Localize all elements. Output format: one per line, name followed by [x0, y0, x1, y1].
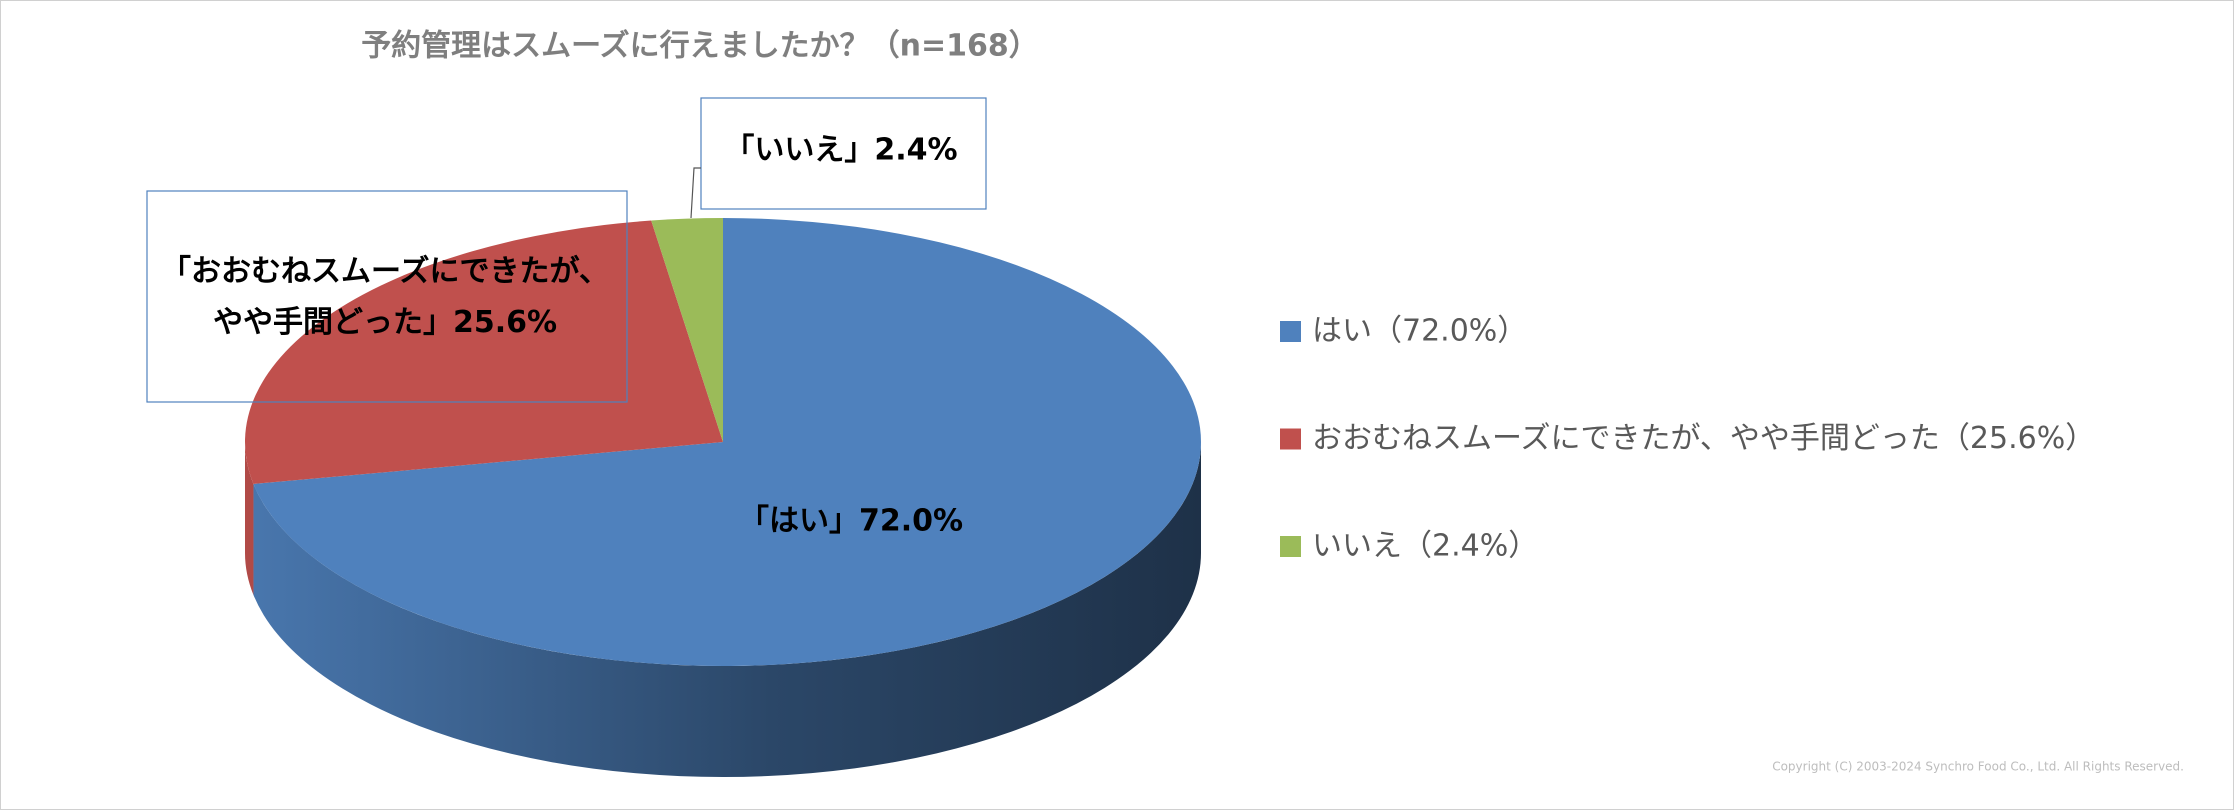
- slice: [245, 220, 723, 484]
- data-label: 「はい」72.0%: [739, 504, 963, 539]
- legend-swatch: [1280, 536, 1301, 557]
- data-label: 「おおむねスムーズにできたが、やや手間どった」25.6%: [161, 254, 609, 340]
- label-box: [700, 97, 987, 210]
- legend-label: おおむねスムーズにできたが、やや手間どった（25.6%）: [1312, 421, 2095, 456]
- leader-line: [690, 167, 701, 219]
- legend-label: はい（72.0%）: [1312, 314, 1527, 349]
- slice: [651, 218, 723, 442]
- legend-label: いいえ（2.4%）: [1312, 529, 1538, 564]
- slice-side: [253, 442, 1202, 777]
- slice: [253, 218, 1202, 667]
- label-box: [146, 190, 628, 403]
- slice-side: [245, 442, 254, 595]
- copyright: Copyright (C) 2003-2024 Synchro Food Co.…: [1772, 760, 2184, 774]
- chart-title: 予約管理はスムーズに行えましたか？（n=168）: [361, 29, 1039, 64]
- legend-swatch: [1280, 428, 1301, 450]
- data-label: 「いいえ」2.4%: [724, 133, 957, 168]
- legend-swatch: [1280, 321, 1301, 342]
